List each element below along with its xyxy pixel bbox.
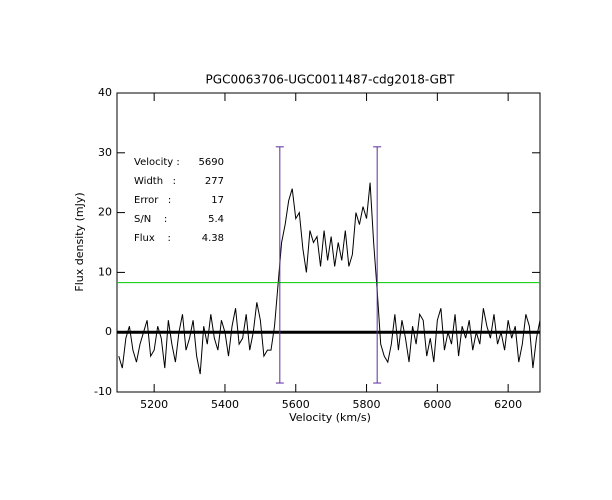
y-tick-label: 30 — [98, 146, 112, 159]
x-tick-label: 5400 — [211, 398, 239, 411]
y-tick-label: 0 — [105, 325, 112, 338]
x-tick-label: 6200 — [494, 398, 522, 411]
stat-label: Error : — [134, 195, 171, 206]
x-axis-label: Velocity (km/s) — [289, 411, 371, 424]
stat-label: Width : — [134, 176, 176, 187]
spectrum-line — [118, 182, 541, 375]
y-tick-label: -10 — [94, 385, 112, 398]
x-tick-label: 5600 — [282, 398, 310, 411]
y-axis-label: Flux density (mJy) — [73, 192, 86, 291]
x-tick-label: 6000 — [423, 398, 451, 411]
plot-frame — [116, 92, 541, 393]
y-tick-label: 10 — [98, 265, 112, 278]
stat-value: 277 — [205, 176, 224, 187]
y-tick-label: 20 — [98, 206, 112, 219]
stat-label: Flux : — [134, 233, 171, 244]
chart-title: PGC0063706-UGC0011487-cdg2018-GBT — [206, 73, 456, 87]
stat-value: 4.38 — [202, 233, 224, 244]
x-tick-label: 5800 — [353, 398, 381, 411]
y-tick-label: 40 — [98, 86, 112, 99]
stat-label: Velocity : — [134, 157, 180, 168]
stat-value: 5690 — [199, 157, 224, 168]
stat-value: 5.4 — [208, 214, 224, 225]
x-tick-label: 5200 — [140, 398, 168, 411]
stat-value: 17 — [211, 195, 224, 206]
stat-label: S/N : — [134, 214, 167, 225]
